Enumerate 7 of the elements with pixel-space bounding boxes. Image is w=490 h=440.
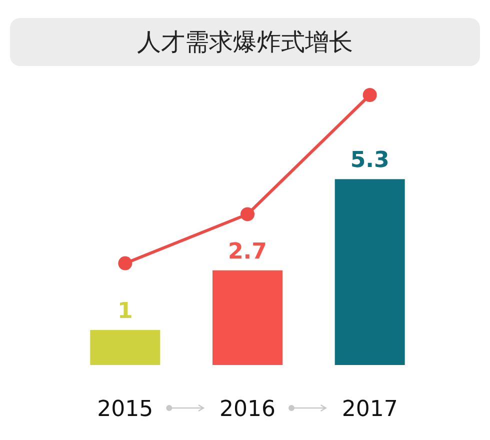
chart-title: 人才需求爆炸式增长	[137, 28, 353, 56]
x-tick-label: 2017	[342, 397, 398, 422]
data-label: 5.3	[350, 148, 390, 174]
data-label: 1	[118, 298, 133, 324]
x-tick-label: 2016	[220, 397, 276, 422]
x-tick-label: 2015	[97, 397, 154, 422]
data-label: 2.7	[228, 239, 267, 264]
